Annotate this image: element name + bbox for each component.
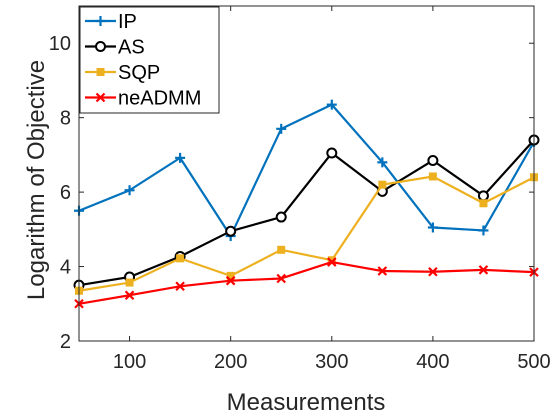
data-point-neadmm — [428, 266, 438, 277]
x-tick-label: 200 — [214, 351, 247, 373]
data-point-neadmm — [175, 281, 185, 292]
data-point-neadmm — [326, 257, 337, 267]
series-line-as — [78, 139, 535, 287]
data-point-neadmm — [225, 275, 236, 286]
legend-label-sqp: SQP — [118, 62, 160, 84]
legend: IP AS SQP neADMM — [79, 6, 220, 114]
data-point-sqp — [479, 199, 488, 208]
legend-marker-ip — [95, 16, 106, 26]
y-tick-label: 6 — [60, 182, 71, 204]
y-tick-label: 2 — [60, 331, 71, 353]
series-line-ip — [78, 103, 535, 238]
data-point-ip — [326, 99, 337, 110]
data-point-as — [477, 190, 489, 202]
x-tick-label: 100 — [113, 351, 146, 373]
data-point-sqp — [125, 278, 134, 287]
data-point-neadmm — [124, 290, 135, 300]
data-point-ip — [124, 185, 135, 196]
data-point-neadmm — [276, 273, 287, 284]
data-point-sqp — [428, 172, 437, 181]
legend-marker-as — [95, 41, 106, 52]
y-tick-label: 10 — [49, 33, 71, 55]
data-point-as — [326, 147, 338, 159]
y-tick-label: 4 — [60, 257, 71, 279]
data-point-ip — [478, 225, 489, 236]
data-point-ip — [427, 222, 438, 233]
y-axis-title: Logarithm of Objective — [23, 60, 50, 300]
x-tick-label: 300 — [315, 351, 348, 373]
data-point-sqp — [277, 245, 286, 254]
data-point-neadmm — [377, 266, 388, 276]
data-point-neadmm — [478, 265, 489, 275]
x-axis-title: Measurements — [227, 389, 386, 416]
x-tick-label: 500 — [517, 351, 550, 373]
plot-area — [73, 99, 540, 309]
data-point-sqp — [327, 256, 336, 265]
legend-label-neadmm: neADMM — [118, 88, 201, 110]
legend-marker-sqp — [96, 68, 105, 76]
data-point-sqp — [378, 180, 387, 189]
x-tick-label: 400 — [416, 351, 449, 373]
series-line-sqp — [78, 175, 535, 292]
legend-label-ip: IP — [118, 11, 137, 33]
legend-label-as: AS — [118, 37, 145, 59]
data-point-ip — [377, 157, 388, 168]
data-point-as — [225, 225, 237, 237]
axes-box — [78, 5, 535, 342]
y-tick-label: 8 — [60, 108, 71, 130]
series-line-neadmm — [78, 260, 535, 305]
data-point-ip — [175, 152, 186, 163]
data-point-as — [427, 154, 439, 166]
data-point-ip — [276, 123, 287, 134]
data-point-as — [275, 211, 287, 223]
legend-marker-neadmm — [95, 92, 106, 103]
data-point-sqp — [176, 254, 185, 263]
axes: 100 200 300 400 500 2 4 6 8 10 — [49, 5, 551, 373]
